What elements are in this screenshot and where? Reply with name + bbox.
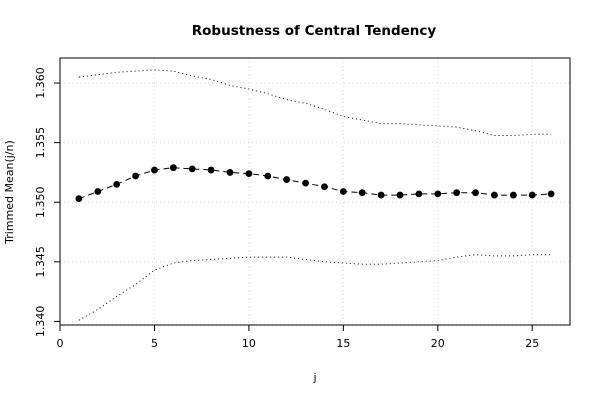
y-tick-label: 1.360: [34, 67, 47, 99]
x-tick-label: 5: [151, 337, 158, 350]
y-axis: 1.340 1.345 1.350 1.355 1.360: [34, 67, 60, 337]
trimmed-mean-point: [132, 172, 139, 180]
trimmed-mean-point: [75, 195, 83, 203]
trimmed-mean-point: [415, 190, 423, 198]
trimmed-mean-point: [472, 189, 479, 197]
y-tick-label: 1.340: [34, 306, 47, 338]
trimmed-mean-point: [283, 176, 291, 183]
trimmed-mean-point: [528, 191, 536, 199]
y-tick-label: 1.350: [34, 186, 47, 218]
trimmed-mean-point: [358, 189, 366, 197]
trimmed-mean-point: [151, 166, 158, 174]
trimmed-mean-point: [321, 183, 328, 191]
x-tick-label: 20: [431, 337, 445, 350]
chart-title: Robustness of Central Tendency: [192, 23, 437, 39]
trimmed-mean-point: [94, 188, 102, 195]
y-tick-label: 1.345: [34, 246, 47, 278]
x-axis-label: j: [312, 371, 316, 384]
trimmed-mean-point: [264, 172, 272, 180]
trimmed-mean-point: [245, 170, 253, 178]
x-tick-label: 25: [525, 337, 539, 350]
y-axis-label: Trimmed Mean(j/n): [3, 140, 16, 245]
trimmed-mean-point: [188, 165, 196, 173]
trimmed-mean-point: [302, 179, 309, 187]
trimmed-mean-point: [491, 191, 498, 199]
trimmed-mean-point: [339, 188, 347, 195]
trimmed-mean-point: [226, 169, 234, 176]
trimmed-mean-point: [547, 190, 555, 198]
trimmed-mean-point: [169, 164, 177, 172]
trimmed-mean-point: [509, 191, 517, 199]
y-tick-label: 1.355: [34, 127, 47, 159]
x-axis: 0 5 10 15 20 25: [57, 325, 539, 350]
x-tick-label: 10: [242, 337, 256, 350]
trimmed-mean-point: [113, 180, 121, 188]
grid: [59, 58, 570, 325]
trimmed-mean-point: [453, 189, 461, 197]
x-tick-label: 15: [336, 337, 350, 350]
x-tick-label: 0: [57, 337, 64, 350]
plot-frame: [59, 57, 571, 326]
trimmed-mean-point: [377, 191, 385, 199]
trimmed-mean-point: [434, 190, 442, 198]
series-layer: [75, 69, 555, 321]
trimmed-mean-point: [396, 191, 404, 199]
trimmed-mean-point: [207, 166, 215, 174]
